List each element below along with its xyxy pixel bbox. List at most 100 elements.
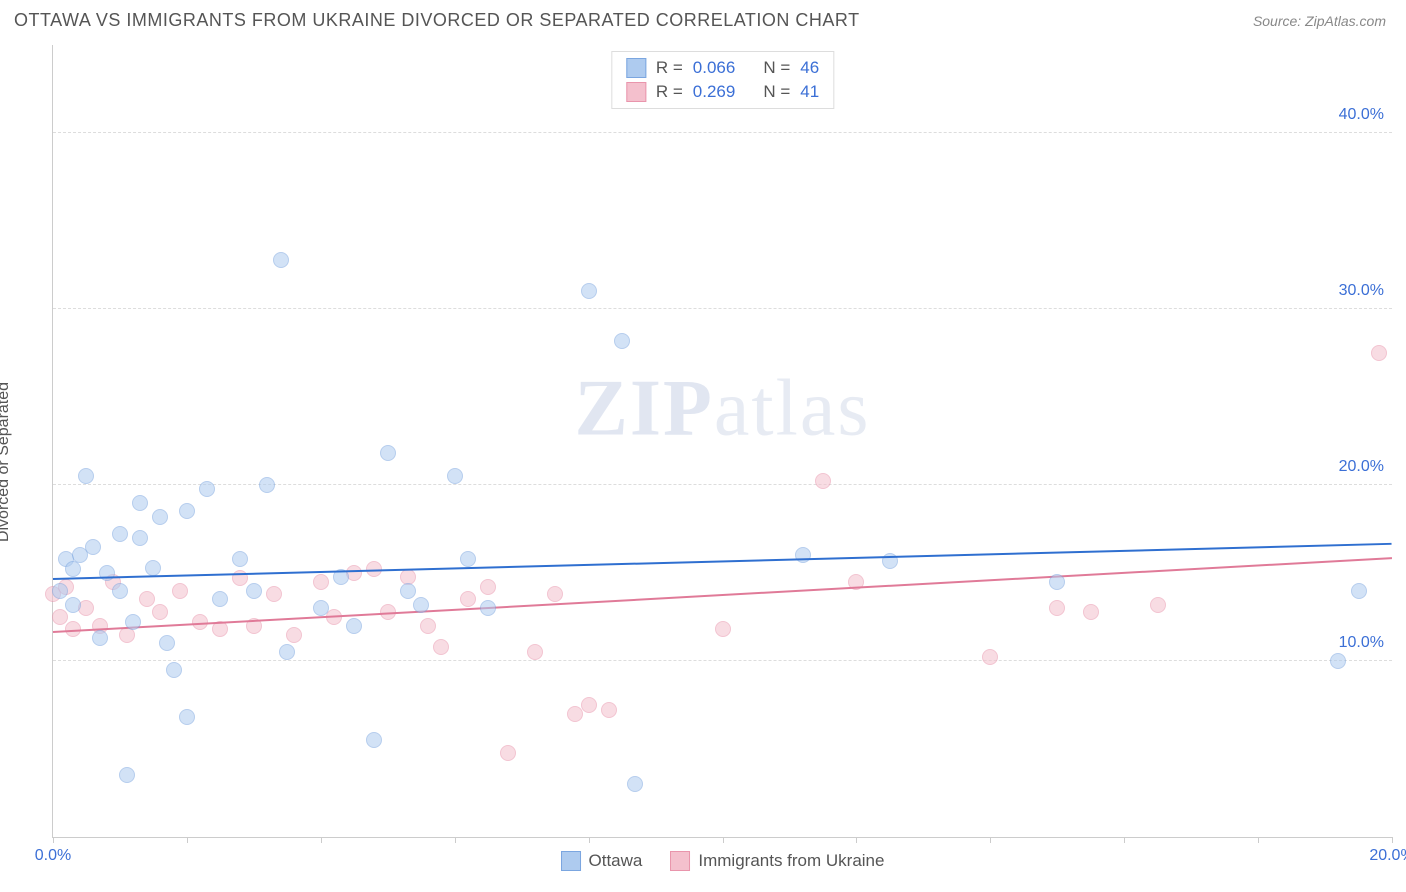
x-tick — [455, 837, 456, 843]
data-point-ottawa — [1049, 574, 1065, 590]
legend-row-ukraine: R = 0.269 N = 41 — [626, 80, 819, 104]
data-point-ottawa — [581, 283, 597, 299]
data-point-ukraine — [460, 591, 476, 607]
swatch-ukraine — [626, 82, 646, 102]
data-point-ukraine — [52, 609, 68, 625]
y-tick-label: 20.0% — [1339, 458, 1384, 476]
correlation-legend: R = 0.066 N = 46 R = 0.269 N = 41 — [611, 51, 834, 109]
x-tick — [187, 837, 188, 843]
y-tick-label: 40.0% — [1339, 106, 1384, 124]
data-point-ottawa — [112, 526, 128, 542]
chart-container: Divorced or Separated ZIPatlas R = 0.066… — [14, 45, 1392, 878]
gridline — [53, 484, 1392, 485]
data-point-ukraine — [420, 618, 436, 634]
data-point-ottawa — [65, 597, 81, 613]
data-point-ottawa — [132, 495, 148, 511]
swatch-ottawa — [561, 851, 581, 871]
y-tick-label: 30.0% — [1339, 282, 1384, 300]
data-point-ottawa — [400, 583, 416, 599]
data-point-ottawa — [232, 551, 248, 567]
data-point-ukraine — [480, 579, 496, 595]
data-point-ottawa — [1351, 583, 1367, 599]
data-point-ottawa — [179, 503, 195, 519]
y-axis-label: Divorced or Separated — [0, 381, 13, 541]
data-point-ottawa — [52, 583, 68, 599]
data-point-ukraine — [1371, 345, 1387, 361]
plot-area: ZIPatlas R = 0.066 N = 46 R = 0.269 N = … — [52, 45, 1392, 838]
gridline — [53, 660, 1392, 661]
data-point-ottawa — [112, 583, 128, 599]
data-point-ottawa — [199, 481, 215, 497]
data-point-ottawa — [92, 630, 108, 646]
gridline — [53, 132, 1392, 133]
watermark: ZIPatlas — [575, 364, 871, 455]
data-point-ottawa — [614, 333, 630, 349]
x-tick-label: 20.0% — [1369, 847, 1406, 865]
legend-item-ottawa: Ottawa — [561, 851, 643, 871]
legend-item-ukraine: Immigrants from Ukraine — [670, 851, 884, 871]
data-point-ottawa — [259, 477, 275, 493]
data-point-ottawa — [166, 662, 182, 678]
data-point-ottawa — [78, 468, 94, 484]
data-point-ukraine — [152, 604, 168, 620]
data-point-ottawa — [279, 644, 295, 660]
data-point-ottawa — [346, 618, 362, 634]
data-point-ottawa — [460, 551, 476, 567]
data-point-ukraine — [982, 649, 998, 665]
data-point-ottawa — [145, 560, 161, 576]
data-point-ukraine — [286, 627, 302, 643]
trend-line-ottawa — [53, 543, 1392, 580]
data-point-ukraine — [139, 591, 155, 607]
source-label: Source: ZipAtlas.com — [1253, 13, 1386, 29]
x-tick — [53, 837, 54, 843]
data-point-ottawa — [132, 530, 148, 546]
swatch-ukraine — [670, 851, 690, 871]
data-point-ukraine — [715, 621, 731, 637]
x-tick-label: 0.0% — [35, 847, 71, 865]
data-point-ottawa — [413, 597, 429, 613]
data-point-ottawa — [480, 600, 496, 616]
gridline — [53, 308, 1392, 309]
x-tick — [723, 837, 724, 843]
data-point-ottawa — [246, 583, 262, 599]
x-tick — [1392, 837, 1393, 843]
x-tick — [589, 837, 590, 843]
chart-title: OTTAWA VS IMMIGRANTS FROM UKRAINE DIVORC… — [14, 10, 860, 31]
data-point-ukraine — [547, 586, 563, 602]
data-point-ottawa — [313, 600, 329, 616]
data-point-ottawa — [447, 468, 463, 484]
data-point-ottawa — [125, 614, 141, 630]
data-point-ottawa — [366, 732, 382, 748]
data-point-ottawa — [65, 561, 81, 577]
data-point-ottawa — [152, 509, 168, 525]
data-point-ukraine — [172, 583, 188, 599]
series-legend: Ottawa Immigrants from Ukraine — [561, 851, 885, 871]
data-point-ottawa — [1330, 653, 1346, 669]
x-tick — [321, 837, 322, 843]
x-tick — [990, 837, 991, 843]
data-point-ukraine — [433, 639, 449, 655]
data-point-ottawa — [380, 445, 396, 461]
data-point-ottawa — [212, 591, 228, 607]
data-point-ukraine — [1083, 604, 1099, 620]
x-tick — [1258, 837, 1259, 843]
data-point-ottawa — [179, 709, 195, 725]
swatch-ottawa — [626, 58, 646, 78]
data-point-ukraine — [313, 574, 329, 590]
data-point-ottawa — [273, 252, 289, 268]
data-point-ukraine — [815, 473, 831, 489]
data-point-ukraine — [1049, 600, 1065, 616]
data-point-ukraine — [581, 697, 597, 713]
data-point-ukraine — [266, 586, 282, 602]
y-tick-label: 10.0% — [1339, 634, 1384, 652]
data-point-ottawa — [85, 539, 101, 555]
data-point-ukraine — [527, 644, 543, 660]
x-tick — [1124, 837, 1125, 843]
data-point-ottawa — [627, 776, 643, 792]
data-point-ukraine — [346, 565, 362, 581]
x-tick — [856, 837, 857, 843]
legend-row-ottawa: R = 0.066 N = 46 — [626, 56, 819, 80]
data-point-ottawa — [795, 547, 811, 563]
data-point-ukraine — [601, 702, 617, 718]
data-point-ukraine — [500, 745, 516, 761]
